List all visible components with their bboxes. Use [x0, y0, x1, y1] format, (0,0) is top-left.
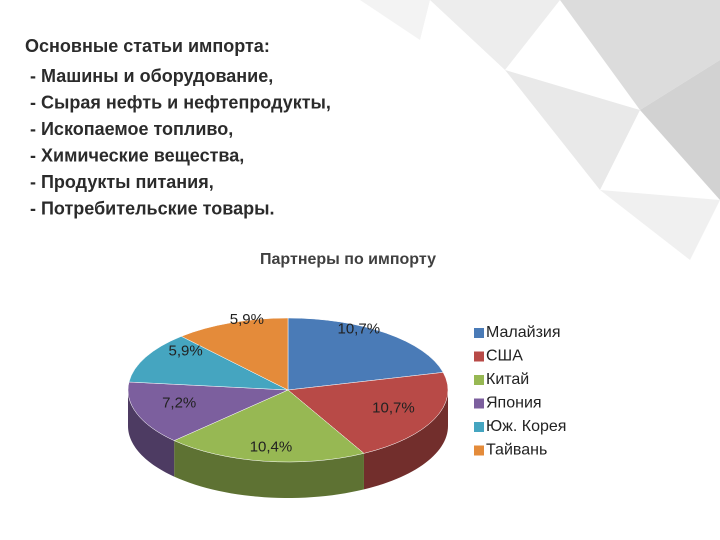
import-item: - Сырая нефть и нефтепродукты,	[30, 92, 331, 112]
slice-side	[174, 440, 364, 498]
import-items: - Машины и оборудование, - Сырая нефть и …	[30, 66, 331, 219]
import-item: - Машины и оборудование,	[30, 66, 273, 86]
data-label: 10,7%	[372, 400, 415, 417]
data-label: 7,2%	[162, 395, 196, 412]
legend-swatch	[474, 328, 484, 338]
import-item: - Химические вещества,	[30, 145, 244, 165]
legend-swatch	[474, 351, 484, 362]
legend-label: Тайвань	[486, 442, 547, 459]
import-item: - Продукты питания,	[30, 172, 214, 192]
legend-label: Япония	[486, 395, 542, 412]
data-labels: 10,7% 10,7% 10,4% 7,2% 5,9% 5,9%	[162, 311, 415, 455]
data-label: 5,9%	[169, 343, 203, 360]
slice	[127, 381, 289, 441]
slide-heading: Основные статьи импорта:	[25, 36, 270, 56]
legend-swatch	[474, 398, 484, 409]
legend-label: Юж. Корея	[486, 418, 566, 435]
slice-side	[363, 390, 448, 490]
legend-label: США	[486, 348, 523, 365]
legend: Малайзия США Китай Япония Юж. Корея Тайвань	[474, 324, 566, 459]
slice	[128, 336, 289, 391]
slice	[287, 372, 449, 454]
slice	[180, 317, 289, 391]
slice	[287, 317, 444, 391]
chart-title: Партнеры по импорту	[260, 251, 436, 268]
legend-swatch	[474, 445, 484, 456]
legend-swatch	[474, 422, 484, 432]
slice	[173, 389, 365, 463]
background-decoration	[360, 0, 720, 260]
legend-swatch	[474, 375, 484, 385]
legend-label: Китай	[486, 371, 529, 388]
data-label: 10,4%	[250, 438, 293, 455]
slice-side	[128, 390, 175, 477]
import-item: - Потребительские товары.	[30, 198, 274, 218]
data-label: 10,7%	[338, 321, 381, 338]
legend-label: Малайзия	[486, 324, 561, 341]
pie-sides	[128, 390, 448, 498]
pie-tops	[127, 317, 449, 463]
data-label: 5,9%	[230, 311, 264, 328]
import-item: - Ископаемое топливо,	[30, 119, 233, 139]
